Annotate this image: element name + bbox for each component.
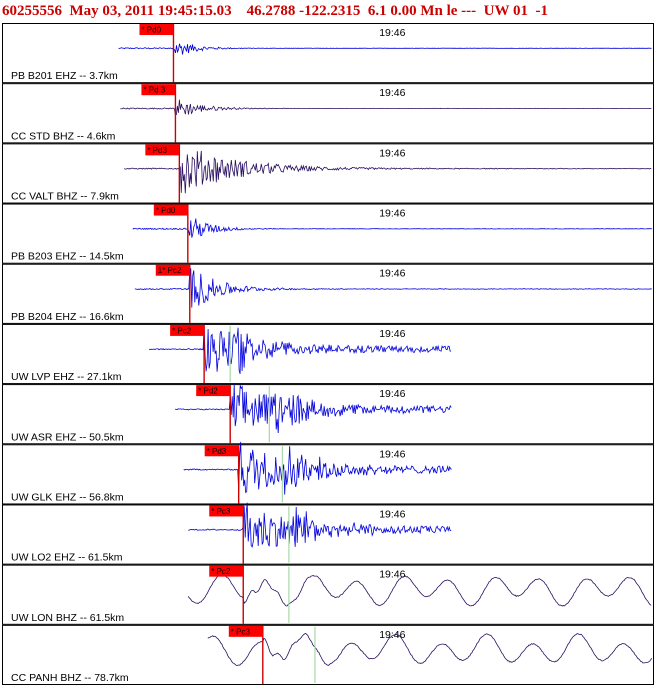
event-date: May 03, 2011 [69,3,155,19]
trace-panel [2,143,654,204]
p-pick-label: 1* Pc2 [158,266,182,275]
time-tick-label: 19:46 [379,87,405,99]
time-tick-label: 19:46 [379,268,405,280]
p-pick-label: * Pd 3 [143,86,165,95]
time-tick-label: 19:46 [379,147,405,159]
p-pick-label: * Pc2 [172,326,192,335]
event-version: -1 [535,3,548,19]
waveform-trace [148,324,452,375]
trace-panel [2,323,654,385]
time-tick-label: 19:46 [379,569,405,581]
event-longitude: -122.2315 [299,3,361,19]
p-pick-label: * Pc3 [231,627,251,636]
waveform-trace [134,267,652,308]
p-pick-box [139,24,174,35]
event-latitude: 46.2788 [246,3,296,19]
time-tick-label: 19:46 [379,208,405,220]
station-label: CC PANH BHZ -- 78.7km [11,672,129,684]
event-id: 60255556 [2,3,62,19]
trace-panel [2,564,654,625]
p-pick-box [204,445,239,457]
p-pick-label: * Pc2 [211,567,231,576]
time-tick-label: 19:46 [379,508,405,520]
trace-panel [2,23,654,84]
p-pick-box [141,84,176,96]
station-label: UW LVP EHZ -- 27.1km [11,371,122,383]
p-pick-label: * Pd3 [147,146,167,155]
p-pick-box [209,565,244,577]
p-pick-box [196,385,231,397]
p-pick-box [155,264,190,276]
p-pick-box [228,625,263,637]
trace-panel [2,444,654,505]
p-pick-box [170,324,205,336]
station-label: UW ASR EHZ -- 50.5km [11,431,124,443]
waveform-trace [174,384,452,434]
p-pick-label: * Pd2 [198,387,218,396]
trace-panel [2,504,654,565]
waveform-trace [132,218,652,238]
time-tick-label: 19:46 [379,27,405,39]
station-label: CC STD BHZ -- 4.6km [11,130,116,142]
trace-panel [2,624,654,685]
station-label: PB B204 EHZ -- 16.6km [11,311,124,323]
station-label: UW GLK EHZ -- 56.8km [11,491,124,503]
time-tick-label: 19:46 [379,448,405,460]
p-pick-label: * Pd3 [207,447,227,456]
time-tick-label: 19:46 [379,388,405,400]
event-magnitude: 0.00 Mn le --- [390,3,477,19]
p-pick-label: * Pd0 [156,206,176,215]
event-depth: 6.1 [367,3,387,19]
p-pick-box [153,204,188,216]
p-pick-box [209,505,244,517]
event-network: UW 01 [483,3,528,19]
waveform-trace [124,150,652,194]
trace-panel [2,384,654,445]
waveform-trace [118,43,652,55]
event-header: 60255556 May 03, 2011 19:45:15.03 46.278… [2,0,656,22]
station-label: UW LO2 EHZ -- 61.5km [11,552,123,564]
station-label: PB B203 EHZ -- 14.5km [11,251,124,263]
waveform-trace [120,99,652,116]
waveform-trace [188,502,452,548]
station-label: PB B201 EHZ -- 3.7km [11,70,118,82]
p-pick-box [145,144,180,156]
waveform-trace [183,441,452,495]
station-label: CC VALT BHZ -- 7.9km [11,191,119,203]
p-pick-label: * Pc3 [211,507,231,516]
trace-panel [2,83,654,144]
time-tick-label: 19:46 [379,328,405,340]
station-label: UW LON BHZ -- 61.5km [11,612,124,624]
event-time: 19:45:15.03 [157,3,232,19]
p-pick-label: * Pd0 [141,26,161,35]
time-tick-label: 19:46 [379,629,405,641]
waveform-trace [207,633,653,667]
waveform-trace [187,573,652,607]
trace-panel [2,263,654,324]
trace-panel [2,203,654,264]
